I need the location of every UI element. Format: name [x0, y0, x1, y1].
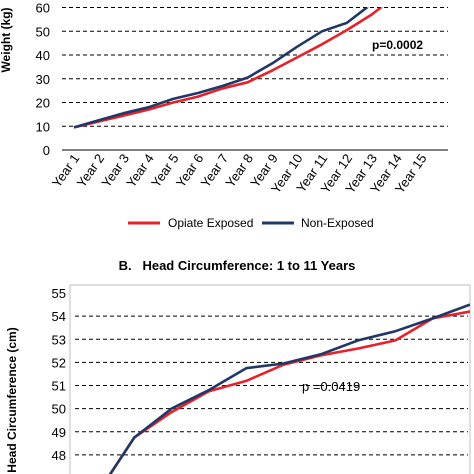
head-circumference-y-tick-label: 52 — [52, 355, 66, 370]
weight-line-opiate-exposed — [73, 7, 384, 129]
weight-y-tick-label: 40 — [36, 48, 50, 63]
weight-y-tick-label: 30 — [36, 72, 50, 87]
head-circumference-y-tick-label: 48 — [52, 448, 66, 463]
weight-series-lines — [73, 7, 384, 129]
head-circumference-plot-border — [69, 284, 471, 474]
weight-y-tick-label: 50 — [36, 24, 50, 39]
head-circumference-gridlines — [75, 315, 468, 456]
legend-label-opiate-exposed: Opiate Exposed — [168, 216, 253, 230]
legend-label-non-exposed: Non-Exposed — [301, 216, 374, 230]
weight-y-tick-label: 10 — [36, 119, 50, 134]
head-circumference-y-tick-label: 53 — [52, 332, 66, 347]
head-circumference-y-tick-label: 54 — [52, 309, 66, 324]
head-circumference-series-lines — [108, 303, 470, 474]
weight-y-axis-title: Weight (kg) — [0, 7, 13, 72]
weight-y-tick-labels: 0 10 20 30 40 50 60 — [36, 1, 50, 159]
head-circumference-p-value-annotation: p =0.0419 — [302, 379, 360, 394]
weight-y-tick-label: 60 — [36, 1, 50, 16]
head-circumference-line-non-exposed — [108, 303, 470, 474]
head-circumference-y-tick-label: 47 — [52, 471, 66, 474]
head-circumference-y-tick-label: 55 — [52, 286, 66, 301]
chart-legend: Opiate Exposed Non-Exposed — [128, 216, 374, 230]
head-circumference-y-tick-label: 51 — [52, 379, 66, 394]
weight-line-non-exposed — [73, 7, 370, 129]
head-circumference-y-axis-title: Head Circumference (cm) — [5, 327, 19, 472]
weight-y-tick-label: 0 — [43, 143, 50, 158]
head-circumference-title: B. Head Circumference: 1 to 11 Years — [119, 258, 356, 273]
weight-p-value-annotation: p=0.0002 — [372, 38, 423, 52]
head-circumference-y-tick-label: 49 — [52, 425, 66, 440]
head-circumference-y-tick-label: 50 — [52, 402, 66, 417]
head-circumference-y-tick-labels: 47 48 49 50 51 52 53 54 55 — [52, 286, 66, 474]
head-circumference-line-opiate-exposed — [108, 310, 470, 474]
weight-y-tick-label: 20 — [36, 96, 50, 111]
weight-gridlines — [62, 7, 448, 151]
head-circumference-chart: B. Head Circumference: 1 to 11 Years Hea… — [5, 258, 471, 474]
